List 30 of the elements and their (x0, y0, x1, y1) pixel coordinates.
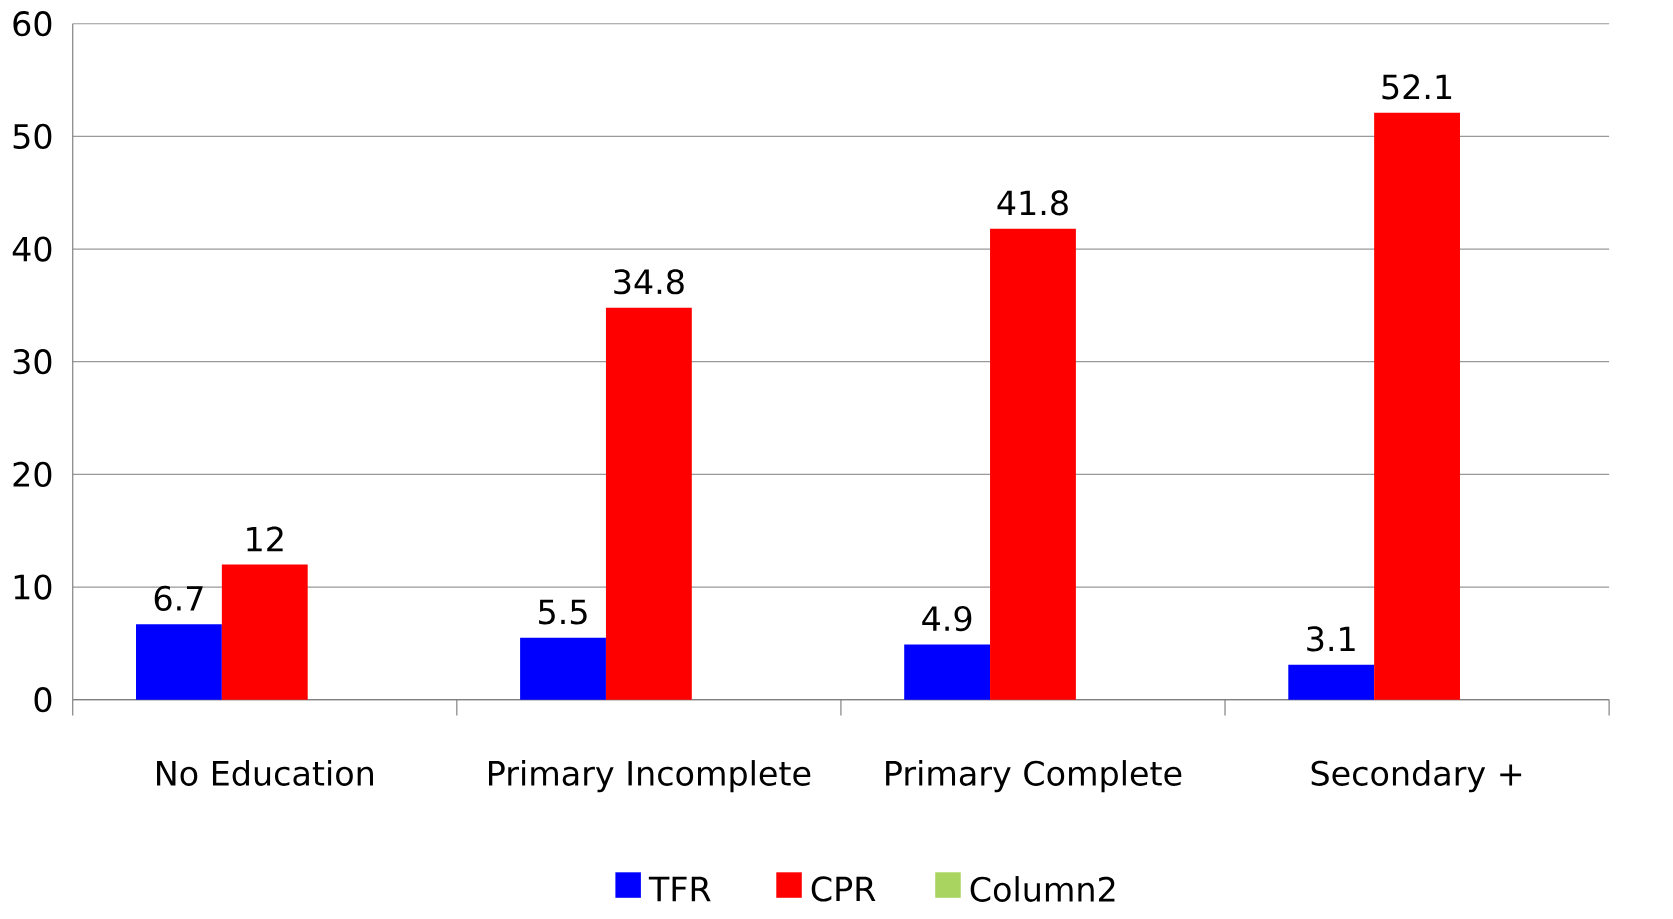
bar (1288, 664, 1375, 700)
x-tick-label: No Education (157, 759, 373, 786)
x-tick-label: Secondary + (1311, 759, 1522, 793)
legend-label: Column2 (970, 875, 1115, 902)
y-tick-label: 30 (13, 348, 52, 375)
x-tick-label: Primary Complete (886, 759, 1182, 793)
bar (605, 307, 692, 700)
data-label: 3.1 (1307, 626, 1355, 652)
data-label: 12 (247, 526, 283, 552)
y-tick-label: 40 (12, 236, 52, 262)
data-label: 34.8 (614, 268, 684, 295)
y-tick-label: 20 (13, 461, 52, 487)
bar (221, 564, 308, 700)
bar (136, 624, 222, 700)
data-label: 4.9 (922, 605, 972, 632)
bar (990, 228, 1076, 700)
y-tick-label: 10 (14, 574, 52, 600)
y-tick-label: 0 (34, 686, 52, 713)
data-label: 6.7 (154, 585, 203, 611)
legend-label: CPR (811, 876, 876, 902)
bar (904, 644, 991, 700)
y-tick-label: 50 (13, 123, 52, 149)
y-tick-label: 60 (13, 10, 52, 37)
bar (520, 637, 606, 700)
bar (1374, 112, 1460, 700)
x-tick-label: Primary Incomplete (489, 759, 811, 793)
data-label: 41.8 (997, 190, 1068, 216)
legend-label: TFR (648, 876, 711, 901)
data-label: 5.5 (539, 599, 587, 625)
data-label: 52.1 (1382, 74, 1452, 100)
